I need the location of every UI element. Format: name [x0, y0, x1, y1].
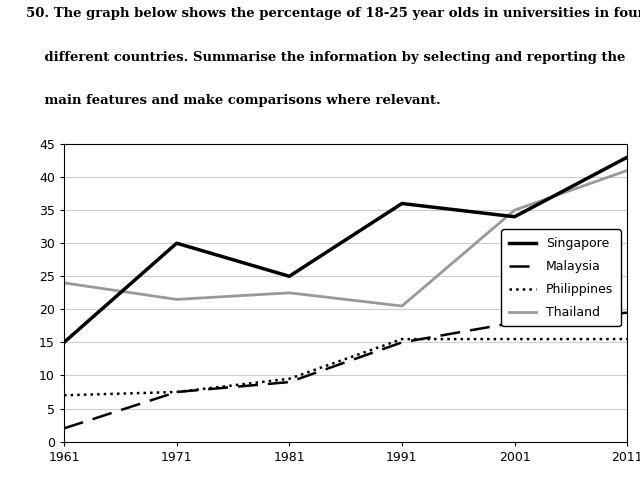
- Thailand: [285, 290, 293, 296]
- Thailand: [398, 303, 406, 309]
- Text: main features and make comparisons where relevant.: main features and make comparisons where…: [26, 94, 440, 107]
- Philippines: [623, 336, 631, 342]
- Singapore: [173, 240, 180, 246]
- Singapore: [623, 155, 631, 160]
- Thailand: [511, 207, 518, 213]
- Thailand: [623, 168, 631, 173]
- Thailand: [173, 297, 180, 302]
- Philippines: [398, 336, 406, 342]
- Malaysia: [285, 379, 293, 385]
- Malaysia: [173, 389, 180, 395]
- Line: Malaysia: Malaysia: [64, 312, 627, 428]
- Line: Thailand: Thailand: [64, 170, 627, 306]
- Malaysia: [623, 310, 631, 315]
- Text: different countries. Summarise the information by selecting and reporting the: different countries. Summarise the infor…: [26, 51, 625, 64]
- Malaysia: [511, 320, 518, 325]
- Singapore: [285, 274, 293, 279]
- Philippines: [60, 393, 68, 398]
- Singapore: [511, 214, 518, 220]
- Malaysia: [60, 425, 68, 431]
- Singapore: [398, 201, 406, 206]
- Philippines: [173, 389, 180, 395]
- Philippines: [285, 376, 293, 382]
- Text: 50. The graph below shows the percentage of 18-25 year olds in universities in f: 50. The graph below shows the percentage…: [26, 7, 640, 20]
- Singapore: [60, 339, 68, 345]
- Line: Singapore: Singapore: [64, 157, 627, 342]
- Legend: Singapore, Malaysia, Philippines, Thailand: Singapore, Malaysia, Philippines, Thaila…: [501, 229, 621, 326]
- Line: Philippines: Philippines: [64, 339, 627, 396]
- Malaysia: [398, 339, 406, 345]
- Thailand: [60, 280, 68, 286]
- Philippines: [511, 336, 518, 342]
